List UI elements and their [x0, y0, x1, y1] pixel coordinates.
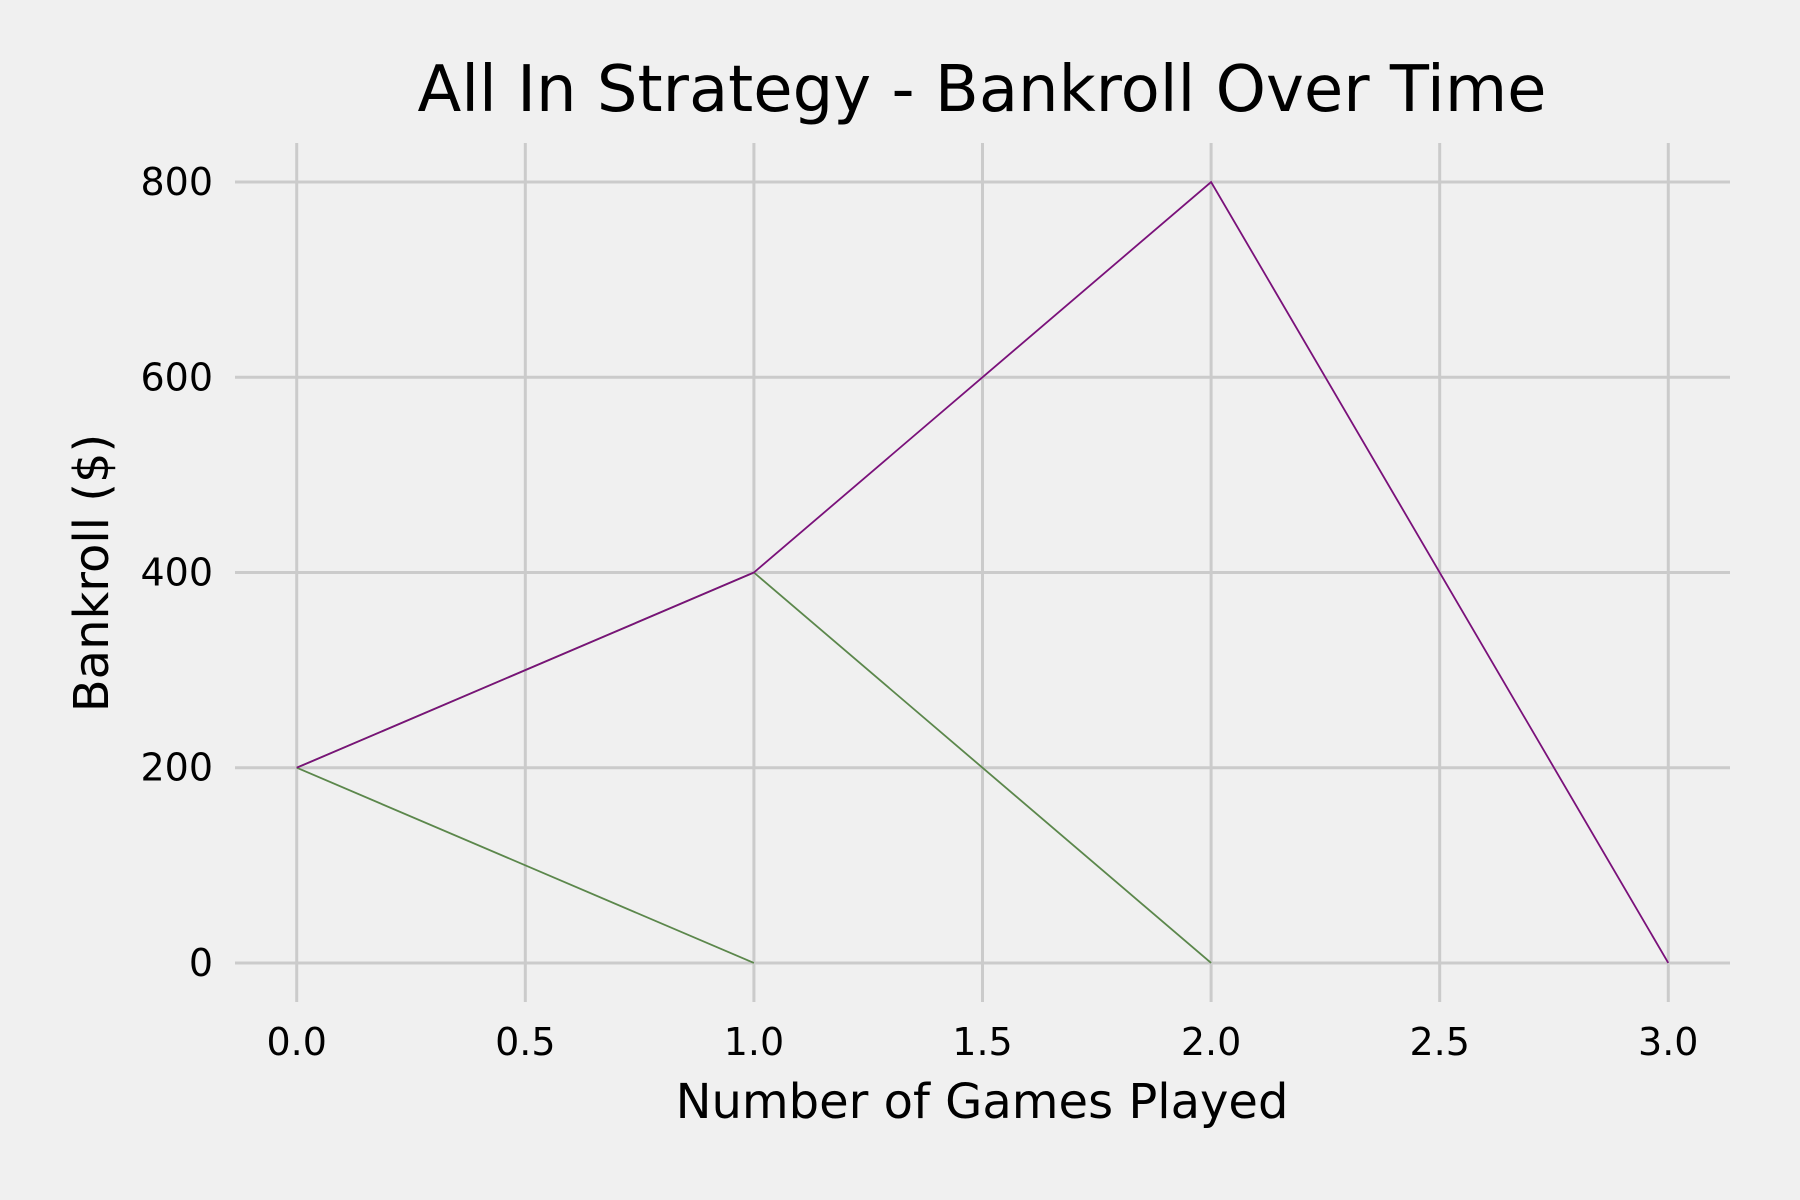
grid	[235, 143, 1730, 1002]
y-tick-label: 200	[140, 746, 213, 790]
y-tick-label: 600	[140, 355, 213, 399]
x-axis-label: Number of Games Played	[676, 1074, 1289, 1130]
x-tick-label: 0.0	[267, 1020, 327, 1064]
chart-title: All In Strategy - Bankroll Over Time	[417, 53, 1546, 127]
series-group	[296, 180, 1670, 964]
series-line-3	[296, 180, 1670, 964]
y-tick-label: 0	[189, 941, 213, 985]
x-tick-label: 1.5	[952, 1020, 1012, 1064]
y-tick-label: 800	[140, 160, 213, 204]
x-tick-label: 2.5	[1409, 1020, 1469, 1064]
x-tick-label: 0.5	[495, 1020, 555, 1064]
x-tick-label: 1.0	[724, 1020, 784, 1064]
y-axis-label: Bankroll ($)	[64, 434, 120, 713]
x-tick-label: 3.0	[1638, 1020, 1698, 1064]
y-tick-labels: 0 200 400 600 800	[140, 160, 213, 985]
x-tick-label: 2.0	[1181, 1020, 1241, 1064]
y-tick-label: 400	[140, 551, 213, 595]
series-line-1	[296, 766, 755, 964]
x-tick-labels: 0.0 0.5 1.0 1.5 2.0 2.5 3.0	[267, 1020, 1699, 1064]
